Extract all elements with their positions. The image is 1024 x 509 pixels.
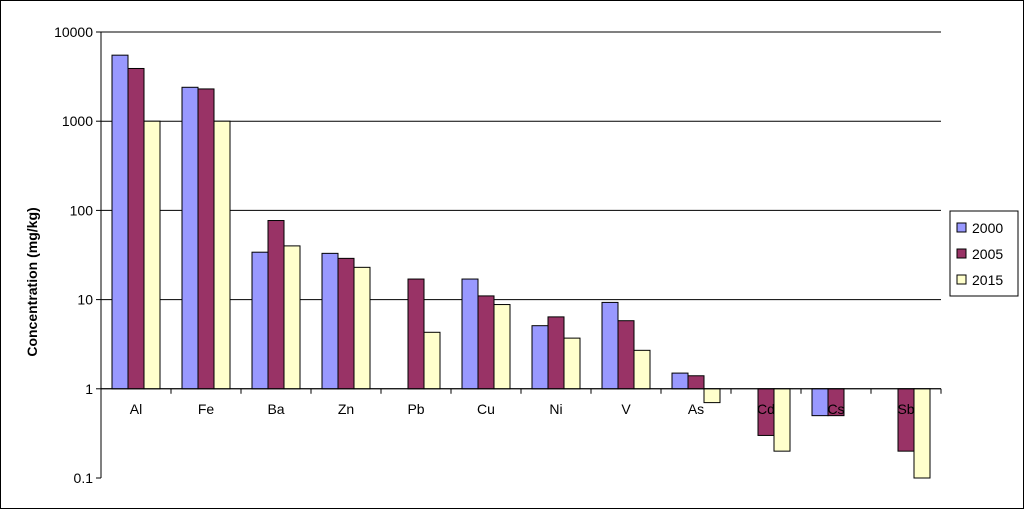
bar: [267, 220, 285, 390]
legend-label: 2015: [972, 272, 1003, 288]
legend-swatch: [956, 274, 967, 285]
legend-swatch: [956, 222, 967, 233]
bar: [181, 86, 199, 390]
bar: [531, 325, 549, 390]
x-tick-label: Al: [130, 401, 142, 417]
y-tick-label: 1: [85, 381, 93, 397]
x-tick-label: Cd: [757, 401, 775, 417]
bar: [687, 375, 705, 390]
bar: [127, 67, 145, 390]
bar: [563, 337, 581, 390]
legend-swatch: [956, 248, 967, 259]
x-tick-labels: Al Fe Ba Zn Pb Cu Ni V As Cd Cs Sb: [130, 401, 915, 417]
x-tick-label: Ba: [267, 401, 284, 417]
y-tick-label: 0.1: [74, 470, 94, 486]
bar: [913, 388, 931, 479]
bar: [423, 331, 441, 390]
bars: [111, 54, 931, 479]
bar: [197, 88, 215, 390]
bar: [897, 388, 915, 452]
bar: [547, 316, 565, 390]
bar: [283, 245, 301, 390]
bar: [773, 388, 791, 452]
bar: [617, 320, 635, 390]
axes: [96, 31, 942, 479]
y-tick-label: 100: [70, 202, 94, 218]
x-tick-label: Sb: [897, 401, 914, 417]
x-tick-label: Pb: [407, 401, 424, 417]
y-tick-labels: 10000 1000 100 10 1 0.1: [54, 24, 93, 486]
y-tick-label: 10: [77, 292, 93, 308]
x-tick-label: V: [621, 401, 631, 417]
bar: [633, 349, 651, 390]
y-tick-label: 1000: [62, 113, 93, 129]
x-tick-label: Cu: [477, 401, 495, 417]
x-tick-label: As: [688, 401, 704, 417]
bar: [407, 278, 425, 390]
bar: [671, 372, 689, 390]
bar: [337, 257, 355, 390]
legend: 2000 2005 2015: [949, 210, 1019, 297]
x-tick-label: Cs: [827, 401, 844, 417]
x-tick-label: Fe: [198, 401, 215, 417]
bar: [353, 266, 371, 390]
bar: [321, 252, 339, 390]
bar: [111, 54, 129, 390]
legend-label: 2005: [972, 246, 1003, 262]
bar: [811, 388, 829, 417]
y-axis-label: Concentration (mg/kg): [24, 207, 40, 356]
bar: [703, 388, 721, 404]
bar: [493, 304, 511, 390]
bar: [143, 120, 161, 390]
legend-label: 2000: [972, 220, 1003, 236]
bar: [461, 278, 479, 390]
bar: [213, 120, 231, 390]
bar: [601, 301, 619, 390]
y-tick-label: 10000: [54, 24, 93, 40]
x-tick-label: Ni: [549, 401, 562, 417]
bar: [477, 295, 495, 390]
bar: [251, 251, 269, 390]
x-tick-label: Zn: [338, 401, 354, 417]
